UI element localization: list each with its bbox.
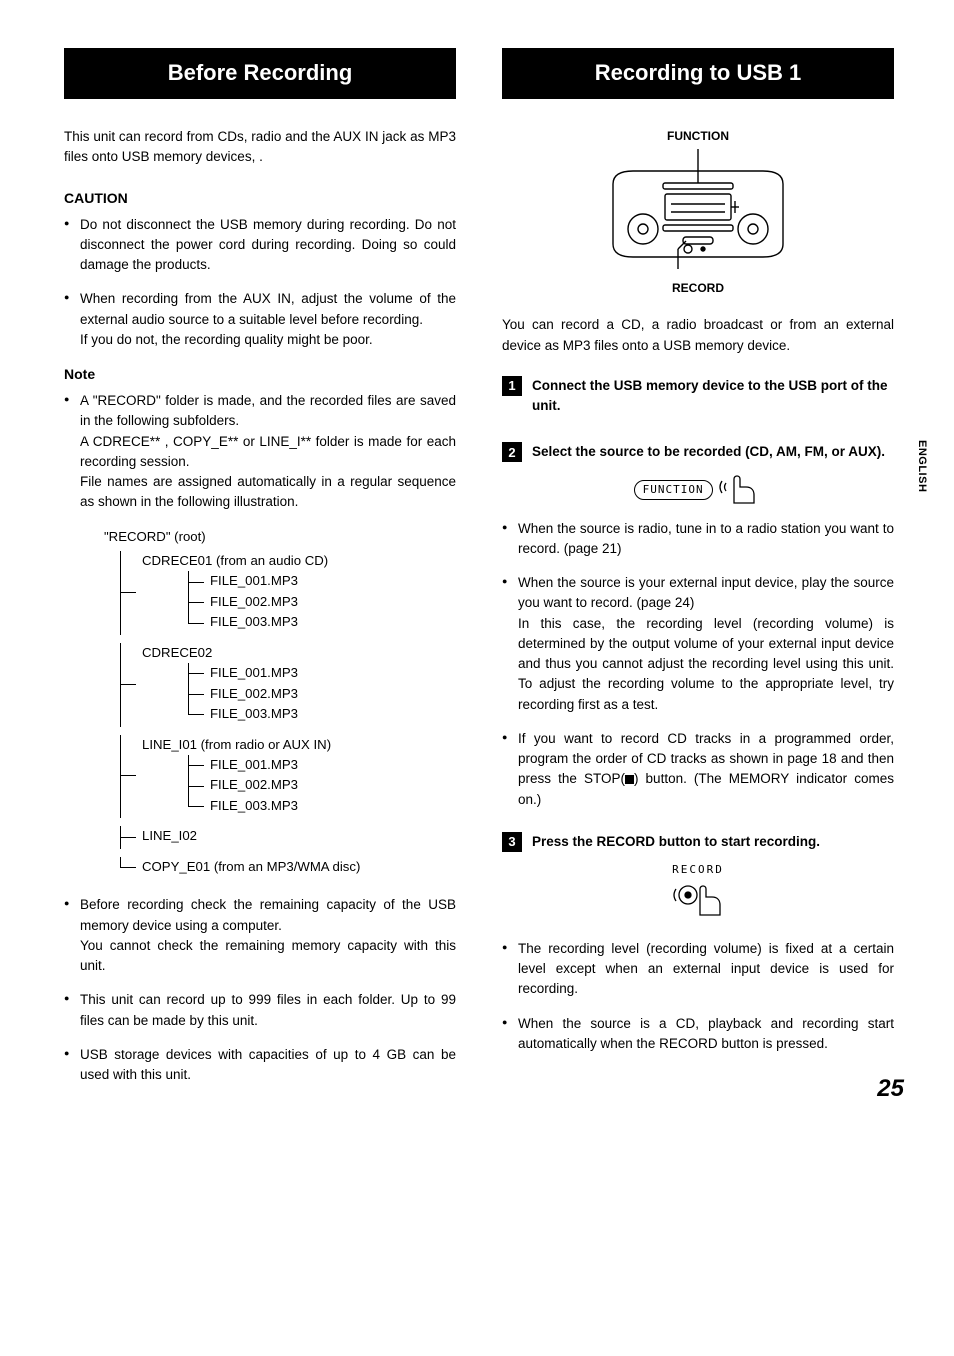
left-column: Before Recording This unit can record fr… <box>64 48 456 1099</box>
step-text: Press the RECORD button to start recordi… <box>532 832 894 852</box>
page-number: 25 <box>877 1071 904 1107</box>
tree-file: FILE_003.MP3 <box>182 704 456 724</box>
device-svg <box>603 149 793 269</box>
step-text: Connect the USB memory device to the USB… <box>532 376 894 417</box>
function-button-illustration: FUNCTION <box>502 473 894 507</box>
press-hand-icon <box>668 881 728 921</box>
step2-bullet: When the source is your external input d… <box>502 573 894 715</box>
note-heading: Note <box>64 364 456 385</box>
note-lead-text3: File names are assigned automatically in… <box>80 474 456 509</box>
note-lead-text: A "RECORD" folder is made, and the recor… <box>80 393 456 428</box>
tree-folder-label: CDRECE01 (from an audio CD) <box>142 553 328 568</box>
tree-file: FILE_002.MP3 <box>182 684 456 704</box>
tree-file: FILE_002.MP3 <box>182 592 456 612</box>
tree-file: FILE_001.MP3 <box>182 663 456 683</box>
step-3: 3 Press the RECORD button to start recor… <box>502 832 894 852</box>
step-text: Select the source to be recorded (CD, AM… <box>532 442 894 462</box>
caution-heading: CAUTION <box>64 188 456 209</box>
after-tree-item: USB storage devices with capacities of u… <box>64 1045 456 1086</box>
record-button-label: RECORD <box>502 862 894 879</box>
language-tab: ENGLISH <box>914 440 931 492</box>
banner-left: Before Recording <box>64 48 456 99</box>
caution-item: Do not disconnect the USB memory during … <box>64 215 456 276</box>
left-intro: This unit can record from CDs, radio and… <box>64 127 456 168</box>
right-column: Recording to USB 1 FUNCTION <box>502 48 894 1099</box>
tree-folder: LINE_I02 <box>114 826 456 846</box>
step-number: 2 <box>502 442 522 462</box>
tree-file: FILE_002.MP3 <box>182 775 456 795</box>
tree-folder: LINE_I01 (from radio or AUX IN) FILE_001… <box>114 735 456 817</box>
diagram-label-function: FUNCTION <box>502 127 894 145</box>
step-2: 2 Select the source to be recorded (CD, … <box>502 442 894 462</box>
note-lead-text2: A CDRECE** , COPY_E** or LINE_I** folder… <box>80 434 456 469</box>
tree-file: FILE_001.MP3 <box>182 571 456 591</box>
diagram-label-record: RECORD <box>502 279 894 297</box>
after-tree-item: This unit can record up to 999 files in … <box>64 990 456 1031</box>
note-lead: A "RECORD" folder is made, and the recor… <box>64 391 456 513</box>
after-tree-item: Before recording check the remaining cap… <box>64 895 456 976</box>
tree-folder: CDRECE02 FILE_001.MP3 FILE_002.MP3 FILE_… <box>114 643 456 725</box>
step2-bullet: When the source is radio, tune in to a r… <box>502 519 894 560</box>
tree-folder-label: LINE_I01 (from radio or AUX IN) <box>142 737 331 752</box>
record-button-illustration: RECORD <box>502 862 894 927</box>
step-1: 1 Connect the USB memory device to the U… <box>502 376 894 417</box>
folder-tree: "RECORD" (root) CDRECE01 (from an audio … <box>104 527 456 878</box>
tree-folder-label: CDRECE02 <box>142 645 212 660</box>
after-tree-list: Before recording check the remaining cap… <box>64 895 456 1085</box>
tree-file: FILE_001.MP3 <box>182 755 456 775</box>
step3-bullet: The recording level (recording volume) i… <box>502 939 894 1000</box>
tree-root: "RECORD" (root) <box>104 527 456 547</box>
right-intro: You can record a CD, a radio broadcast o… <box>502 315 894 356</box>
step3-bullet: When the source is a CD, playback and re… <box>502 1014 894 1055</box>
tree-file: FILE_003.MP3 <box>182 796 456 816</box>
tree-folder: CDRECE01 (from an audio CD) FILE_001.MP3… <box>114 551 456 633</box>
tree-folder: COPY_E01 (from an MP3/WMA disc) <box>114 857 456 877</box>
caution-item: When recording from the AUX IN, adjust t… <box>64 289 456 350</box>
note-list: A "RECORD" folder is made, and the recor… <box>64 391 456 513</box>
step2-bullet: If you want to record CD tracks in a pro… <box>502 729 894 810</box>
device-diagram: FUNCTION <box>502 127 894 297</box>
banner-right: Recording to USB 1 <box>502 48 894 99</box>
step2-bullets: When the source is radio, tune in to a r… <box>502 519 894 810</box>
function-button-label: FUNCTION <box>634 480 713 501</box>
step-number: 1 <box>502 376 522 396</box>
step-number: 3 <box>502 832 522 852</box>
step3-bullets: The recording level (recording volume) i… <box>502 939 894 1054</box>
stop-icon <box>625 775 634 784</box>
caution-list: Do not disconnect the USB memory during … <box>64 215 456 351</box>
press-hand-icon <box>716 473 762 507</box>
tree-file: FILE_003.MP3 <box>182 612 456 632</box>
